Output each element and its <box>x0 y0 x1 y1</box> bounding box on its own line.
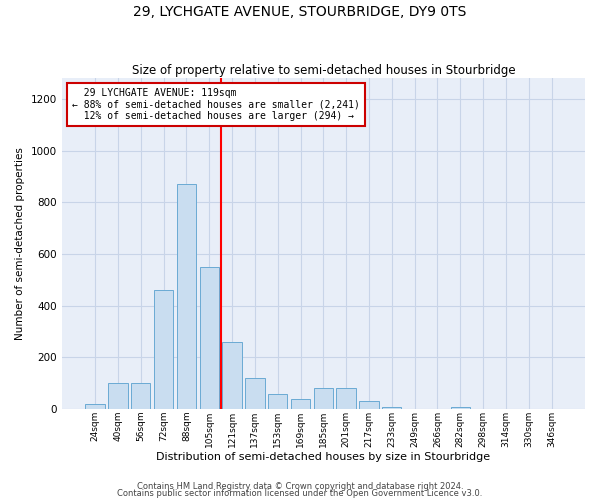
Bar <box>245 378 265 409</box>
Bar <box>268 394 287 409</box>
Bar <box>154 290 173 409</box>
Bar <box>131 384 151 409</box>
Text: Contains public sector information licensed under the Open Government Licence v3: Contains public sector information licen… <box>118 489 482 498</box>
Text: Contains HM Land Registry data © Crown copyright and database right 2024.: Contains HM Land Registry data © Crown c… <box>137 482 463 491</box>
Bar <box>200 267 219 409</box>
Bar <box>359 402 379 409</box>
Bar <box>177 184 196 409</box>
Bar <box>85 404 105 409</box>
Text: 29 LYCHGATE AVENUE: 119sqm
← 88% of semi-detached houses are smaller (2,241)
  1: 29 LYCHGATE AVENUE: 119sqm ← 88% of semi… <box>72 88 360 122</box>
Bar <box>382 406 401 409</box>
Title: Size of property relative to semi-detached houses in Stourbridge: Size of property relative to semi-detach… <box>131 64 515 77</box>
Bar <box>314 388 333 409</box>
Y-axis label: Number of semi-detached properties: Number of semi-detached properties <box>15 147 25 340</box>
Text: 29, LYCHGATE AVENUE, STOURBRIDGE, DY9 0TS: 29, LYCHGATE AVENUE, STOURBRIDGE, DY9 0T… <box>133 5 467 19</box>
Bar <box>108 384 128 409</box>
Bar <box>451 406 470 409</box>
Bar <box>291 399 310 409</box>
X-axis label: Distribution of semi-detached houses by size in Stourbridge: Distribution of semi-detached houses by … <box>156 452 490 462</box>
Bar <box>223 342 242 409</box>
Bar <box>337 388 356 409</box>
